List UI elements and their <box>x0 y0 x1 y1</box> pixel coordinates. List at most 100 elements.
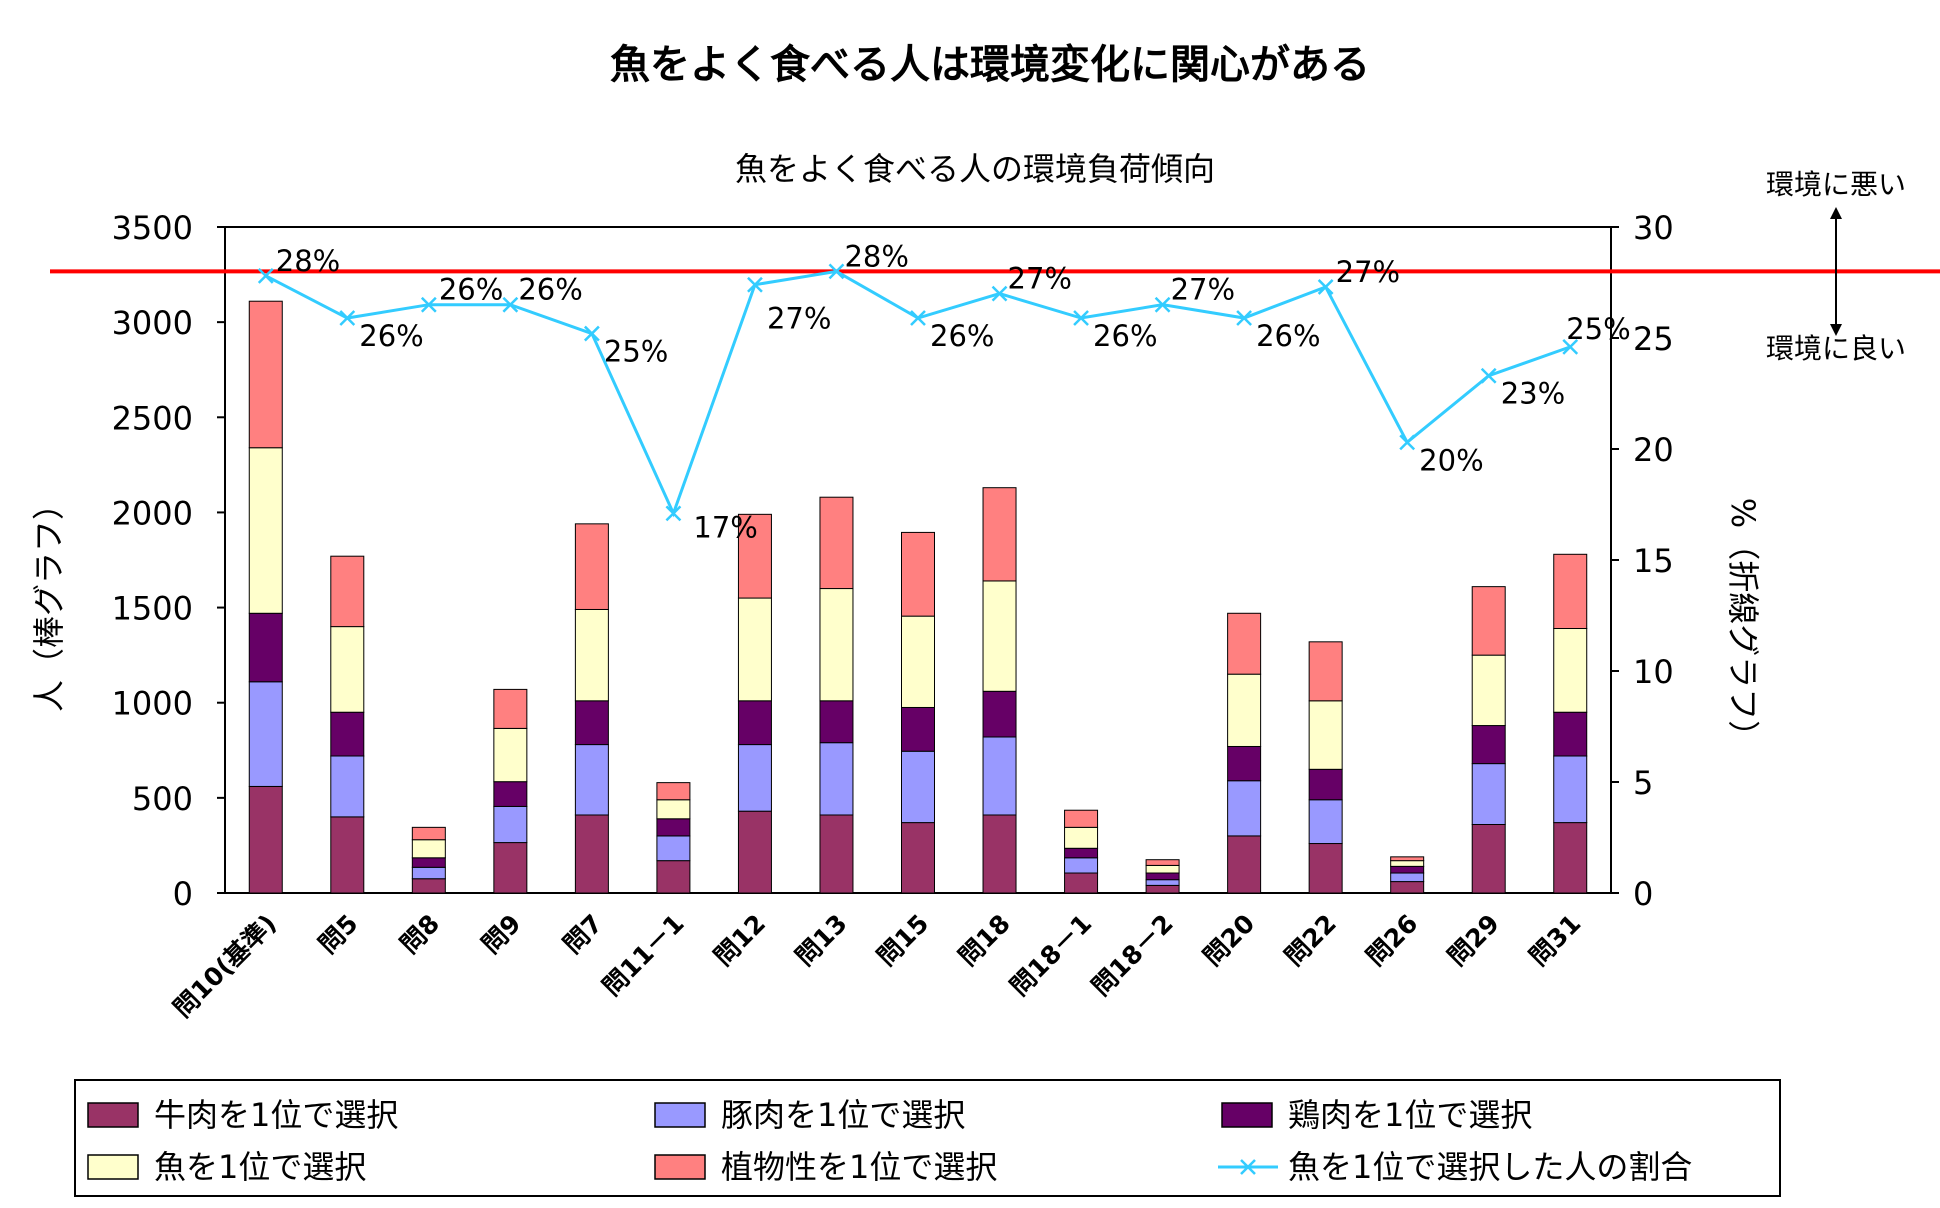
bar-segment-5 <box>248 300 283 449</box>
y2-tick-label: 0 <box>1633 875 1653 913</box>
y-axis-label: 人（棒グラフ） <box>30 488 68 712</box>
bar-segment-4 <box>737 597 772 702</box>
y-tick-label: 2000 <box>112 494 193 532</box>
line-point-marker <box>502 296 519 313</box>
bar-segment-2 <box>656 835 691 862</box>
bar-segment-1 <box>493 842 528 894</box>
category-label: 問8 <box>395 909 445 959</box>
bar-segment-4 <box>901 615 935 708</box>
bar-segment-5 <box>1145 859 1180 866</box>
bar-segment-3 <box>493 781 528 807</box>
bar-segment-3 <box>819 700 854 744</box>
line-point-marker <box>583 325 600 342</box>
bar-segment-4 <box>1308 700 1343 770</box>
line-data-label: 27% <box>1336 255 1400 289</box>
legend-swatch <box>87 1154 139 1180</box>
bar-segment-1 <box>1308 843 1343 894</box>
bar-segment-2 <box>982 736 1017 816</box>
bar-segment-4 <box>1553 628 1588 713</box>
line-data-label: 23% <box>1501 377 1565 411</box>
bar-segment-2 <box>493 805 528 844</box>
line-data-label: 27% <box>767 302 831 336</box>
bar-segment-3 <box>1553 711 1588 757</box>
bar-segment-4 <box>574 608 609 702</box>
bar-segment-5 <box>411 826 446 841</box>
category-label: 問18 <box>953 909 1016 972</box>
bar-segment-4 <box>411 839 446 859</box>
bar-segment-2 <box>1471 763 1506 825</box>
bar-segment-2 <box>574 744 609 816</box>
category-label: 問13 <box>790 909 853 972</box>
bar-segment-1 <box>982 814 1017 894</box>
bar-segment-3 <box>901 706 935 752</box>
category-label: 問15 <box>871 909 934 972</box>
category-label: 問5 <box>313 909 363 959</box>
bar-segment-3 <box>330 711 365 757</box>
bar-segment-5 <box>1471 586 1506 656</box>
bar-segment-2 <box>737 744 772 812</box>
bar-segment-1 <box>330 816 365 894</box>
y2-tick-label: 30 <box>1633 209 1674 247</box>
bar-segment-4 <box>493 727 528 783</box>
bar-segment-5 <box>1390 856 1425 862</box>
legend-label: 牛肉を1位で選択 <box>154 1096 398 1134</box>
bar-segment-5 <box>982 487 1017 582</box>
main-title: 魚をよく食べる人は環境変化に関心がある <box>610 42 1370 88</box>
bar-segment-4 <box>1227 673 1262 747</box>
legend-line-marker <box>1240 1159 1256 1175</box>
legend-swatch <box>87 1102 139 1128</box>
bar-segment-1 <box>1471 823 1506 894</box>
legend-label: 植物性を1位で選択 <box>721 1148 997 1186</box>
y-tick-label: 1000 <box>112 685 193 723</box>
y-tick-label: 500 <box>132 780 193 818</box>
bar-segment-2 <box>1064 857 1099 874</box>
bar-segment-5 <box>330 555 365 628</box>
bar-segment-4 <box>1471 654 1506 727</box>
category-label: 問31 <box>1524 909 1587 972</box>
series-line <box>265 269 1571 518</box>
line-data-label: 25% <box>1566 312 1630 346</box>
line-data-label: 28% <box>276 244 340 278</box>
y2-tick-label: 20 <box>1633 431 1674 469</box>
y2-tick-label: 25 <box>1633 320 1674 358</box>
bar-segment-5 <box>574 523 609 610</box>
bar-segment-5 <box>493 688 528 729</box>
category-label: 問22 <box>1279 909 1342 972</box>
line-data-label: 26% <box>439 273 503 307</box>
bar-segment-2 <box>1145 879 1180 886</box>
left-axis-ticks: 0 500 1000 1500 2000 2500 3000 3500 <box>112 209 225 913</box>
line-point-marker <box>747 276 763 293</box>
bar-segment-1 <box>411 878 446 894</box>
bar-segment-3 <box>1064 847 1099 859</box>
bar-segment-5 <box>1553 553 1588 630</box>
line-data-label: 26% <box>930 319 994 353</box>
line-point-marker <box>1073 310 1089 326</box>
bar-segment-3 <box>982 690 1017 738</box>
bar-segment-4 <box>248 447 283 614</box>
y-tick-label: 2500 <box>112 399 193 437</box>
bar-segment-2 <box>411 866 446 880</box>
line-point-marker <box>1399 434 1416 451</box>
line-point-marker <box>1154 296 1171 313</box>
legend-swatch <box>654 1154 706 1180</box>
line-data-label: 26% <box>1093 319 1157 353</box>
bar-segment-4 <box>819 588 854 702</box>
bar-segment-2 <box>1390 872 1425 883</box>
category-label: 問20 <box>1198 909 1261 972</box>
line-point-marker <box>828 263 845 280</box>
y-tick-label: 1500 <box>112 590 193 628</box>
line-point-marker <box>420 296 437 313</box>
line-point-marker <box>1480 367 1497 384</box>
y2-tick-label: 15 <box>1633 542 1674 580</box>
legend-box <box>74 1079 1781 1197</box>
legend-swatch <box>1221 1102 1273 1128</box>
bar-segment-3 <box>574 700 609 746</box>
bar-layer <box>248 300 1588 894</box>
bar-segment-5 <box>901 531 935 617</box>
bar-segment-1 <box>248 785 283 894</box>
chart-title: 魚をよく食べる人の環境負荷傾向 <box>735 150 1215 188</box>
category-label: 問11－1 <box>597 909 690 1002</box>
legend-label: 豚肉を1位で選択 <box>721 1096 965 1134</box>
bar-segment-5 <box>819 496 854 590</box>
